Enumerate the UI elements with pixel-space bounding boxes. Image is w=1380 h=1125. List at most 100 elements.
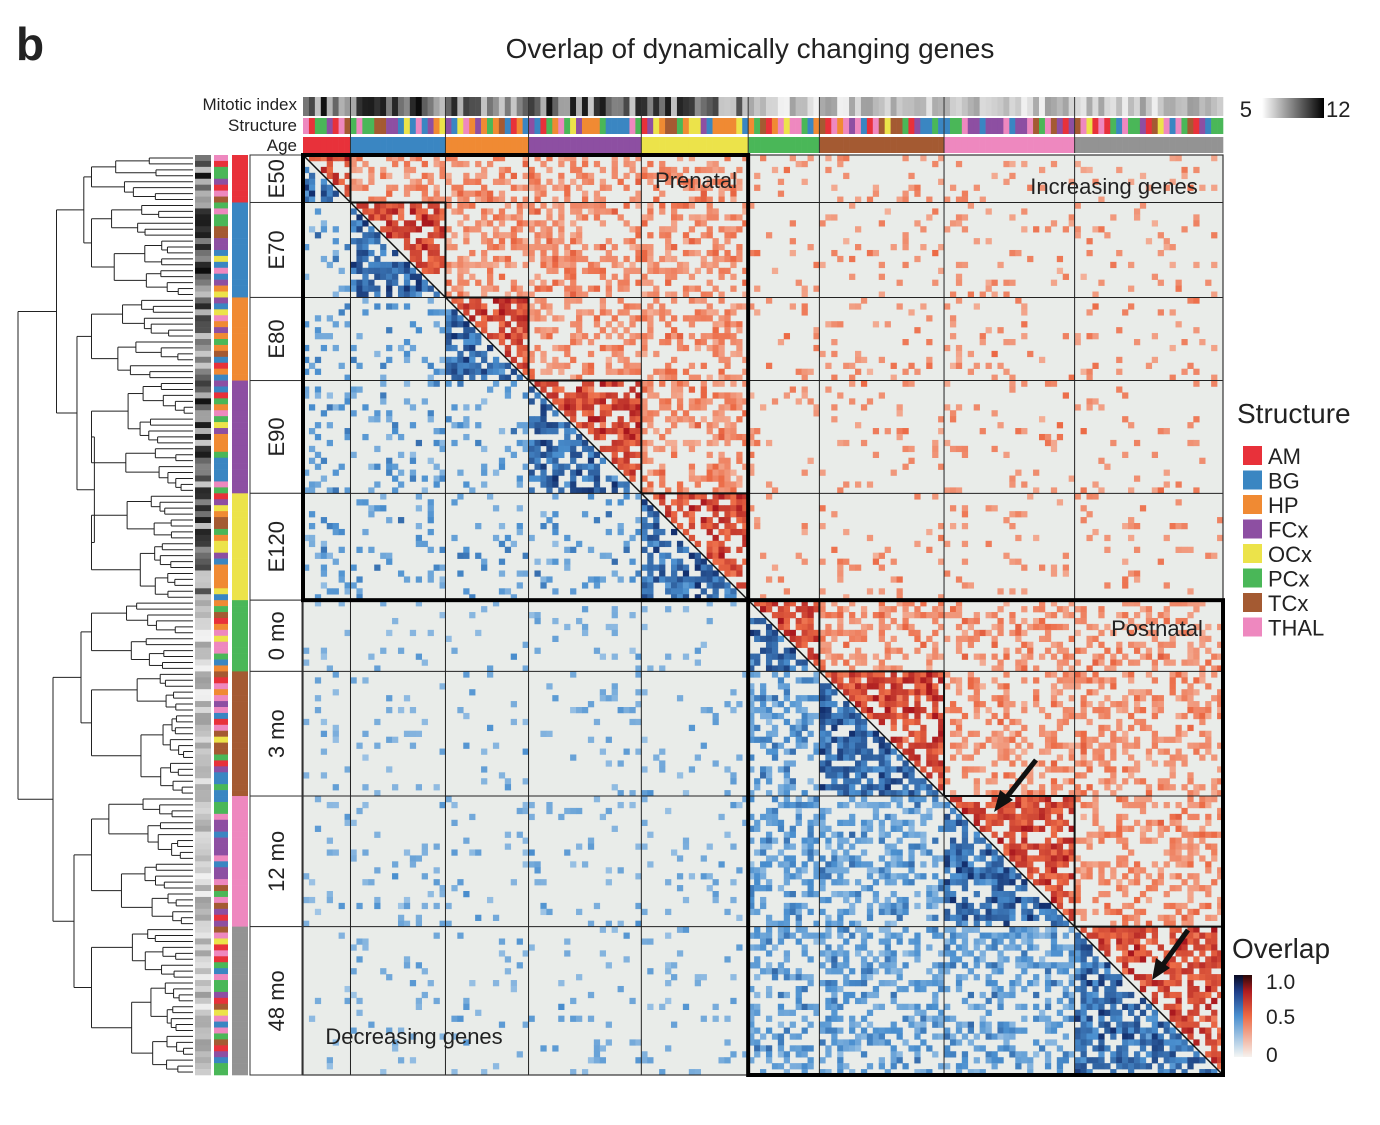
heatmap-cell-increasing bbox=[641, 173, 647, 179]
heatmap-cell-increasing bbox=[1152, 701, 1158, 707]
mitotic-index-cell bbox=[629, 97, 635, 116]
heatmap-cell-decreasing bbox=[315, 452, 321, 458]
heatmap-cell-decreasing bbox=[386, 327, 392, 333]
heatmap-cell-increasing bbox=[594, 244, 600, 250]
heatmap-cell-decreasing bbox=[612, 630, 618, 636]
heatmap-cell-increasing bbox=[1098, 642, 1104, 648]
heatmap-cell-increasing bbox=[1069, 695, 1075, 701]
heatmap-cell-increasing bbox=[825, 642, 831, 648]
heatmap-cell-increasing bbox=[576, 208, 582, 214]
heatmap-cell-increasing bbox=[1170, 523, 1176, 529]
heatmap-cell-increasing bbox=[914, 707, 920, 713]
left-mitotic-cell bbox=[195, 695, 211, 701]
left-structure-cell bbox=[214, 968, 228, 974]
heatmap-cell-increasing bbox=[1122, 671, 1128, 677]
heatmap-cell-increasing bbox=[861, 689, 867, 695]
heatmap-cell-increasing bbox=[1086, 369, 1092, 375]
heatmap-cell-increasing bbox=[511, 286, 517, 292]
heatmap-cell-increasing bbox=[962, 452, 968, 458]
heatmap-cell-increasing bbox=[487, 208, 493, 214]
heatmap-cell-decreasing bbox=[564, 464, 570, 470]
heatmap-cell-increasing bbox=[517, 303, 523, 309]
heatmap-cell-decreasing bbox=[327, 262, 333, 268]
heatmap-cell-increasing bbox=[968, 683, 974, 689]
heatmap-cell-increasing bbox=[956, 161, 962, 167]
left-mitotic-cell bbox=[195, 535, 211, 541]
heatmap-cell-increasing bbox=[891, 576, 897, 582]
heatmap-cell-decreasing bbox=[724, 588, 730, 594]
heatmap-cell-increasing bbox=[659, 268, 665, 274]
heatmap-cell-increasing bbox=[938, 244, 944, 250]
heatmap-cell-decreasing bbox=[677, 559, 683, 565]
heatmap-cell-increasing bbox=[914, 185, 920, 191]
heatmap-cell-decreasing bbox=[529, 452, 535, 458]
heatmap-cell-decreasing bbox=[813, 677, 819, 683]
heatmap-cell-increasing bbox=[540, 297, 546, 303]
left-mitotic-cell bbox=[195, 565, 211, 571]
heatmap-cell-decreasing bbox=[606, 624, 612, 630]
left-structure-cell bbox=[214, 897, 228, 903]
heatmap-cell-increasing bbox=[1063, 565, 1069, 571]
heatmap-cell-decreasing bbox=[345, 286, 351, 292]
heatmap-cell-increasing bbox=[564, 363, 570, 369]
heatmap-cell-increasing bbox=[1003, 707, 1009, 713]
heatmap-cell-increasing bbox=[362, 161, 368, 167]
heatmap-cell-increasing bbox=[849, 689, 855, 695]
heatmap-cell-increasing bbox=[1033, 535, 1039, 541]
heatmap-cell-increasing bbox=[980, 292, 986, 298]
heatmap-cell-increasing bbox=[1075, 202, 1081, 208]
heatmap-cell-increasing bbox=[647, 173, 653, 179]
heatmap-cell-increasing bbox=[997, 660, 1003, 666]
heatmap-cell-increasing bbox=[1003, 339, 1009, 345]
heatmap-cell-decreasing bbox=[754, 630, 760, 636]
heatmap-cell-increasing bbox=[802, 642, 808, 648]
heatmap-cell-increasing bbox=[629, 363, 635, 369]
heatmap-cell-increasing bbox=[511, 232, 517, 238]
age-cell bbox=[635, 137, 641, 153]
heatmap-cell-decreasing bbox=[653, 535, 659, 541]
heatmap-cell-increasing bbox=[1122, 707, 1128, 713]
heatmap-cell-increasing bbox=[891, 695, 897, 701]
age-row-label: Age bbox=[267, 136, 297, 155]
left-structure-cell bbox=[214, 250, 228, 256]
mitotic-index-cell bbox=[784, 97, 790, 116]
left-structure-cell bbox=[214, 481, 228, 487]
left-age-cell bbox=[232, 784, 248, 790]
left-age-cell bbox=[232, 600, 248, 606]
heatmap-cell-increasing bbox=[873, 191, 879, 197]
heatmap-cell-increasing bbox=[962, 636, 968, 642]
left-age-cell bbox=[232, 944, 248, 950]
heatmap-cell-increasing bbox=[707, 398, 713, 404]
panel-label: b bbox=[16, 18, 44, 70]
mitotic-index-cell bbox=[624, 97, 630, 116]
heatmap-cell-increasing bbox=[695, 404, 701, 410]
heatmap-cell-increasing bbox=[671, 327, 677, 333]
heatmap-cell-increasing bbox=[778, 179, 784, 185]
heatmap-cell-increasing bbox=[902, 701, 908, 707]
heatmap-cell-increasing bbox=[1134, 523, 1140, 529]
heatmap-cell-increasing bbox=[1039, 707, 1045, 713]
left-age-cell bbox=[232, 796, 248, 802]
heatmap-cell-increasing bbox=[1181, 339, 1187, 345]
heatmap-cell-increasing bbox=[1211, 375, 1217, 381]
heatmap-cell-increasing bbox=[1211, 381, 1217, 387]
heatmap-cell-increasing bbox=[885, 707, 891, 713]
heatmap-cell-increasing bbox=[505, 345, 511, 351]
heatmap-cell-increasing bbox=[802, 559, 808, 565]
heatmap-cell-decreasing bbox=[339, 268, 345, 274]
heatmap-cell-increasing bbox=[920, 677, 926, 683]
heatmap-cell-decreasing bbox=[784, 671, 790, 677]
mitotic-index-cell bbox=[1075, 97, 1081, 116]
heatmap-cell-increasing bbox=[730, 333, 736, 339]
left-structure-cell bbox=[214, 766, 228, 772]
mitotic-index-cell bbox=[362, 97, 368, 116]
left-mitotic-cell bbox=[195, 214, 211, 220]
mitotic-index-cell bbox=[653, 97, 659, 116]
heatmap-cell-increasing bbox=[926, 683, 932, 689]
heatmap-cell-increasing bbox=[647, 309, 653, 315]
heatmap-cell-increasing bbox=[469, 226, 475, 232]
heatmap-cell-increasing bbox=[612, 398, 618, 404]
heatmap-cell-increasing bbox=[778, 624, 784, 630]
heatmap-cell-increasing bbox=[641, 280, 647, 286]
heatmap-cell-increasing bbox=[885, 612, 891, 618]
